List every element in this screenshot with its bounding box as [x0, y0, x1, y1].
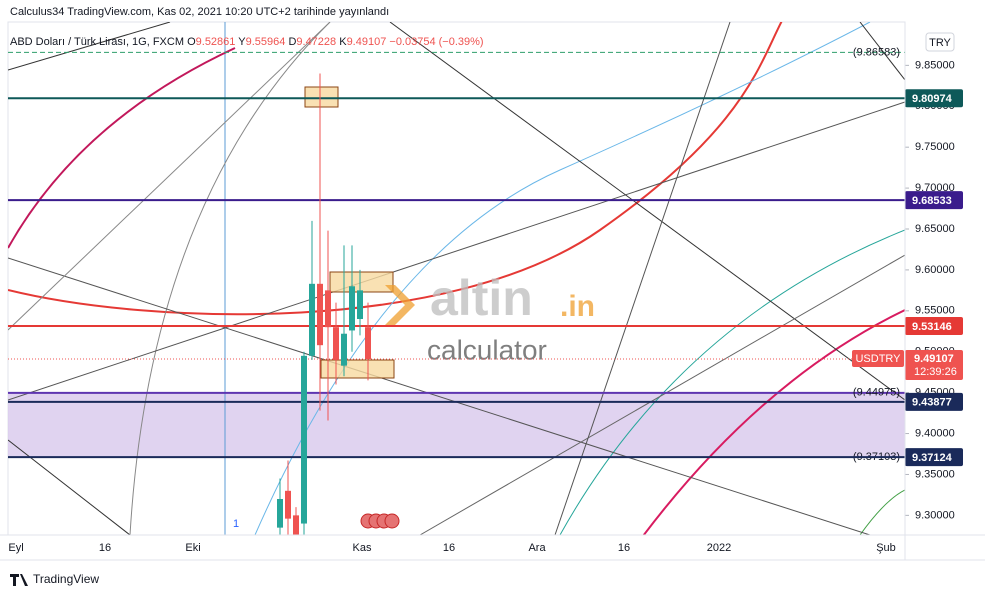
- highlight-box: [304, 86, 339, 108]
- candle-body: [293, 515, 299, 535]
- x-tick-label: Kas: [353, 542, 372, 554]
- candle-body: [333, 327, 339, 360]
- watermark-brand: altin: [430, 270, 533, 326]
- last-price-tag: [905, 350, 963, 381]
- y-tick-label: 9.30000: [915, 509, 955, 521]
- price-tag: [905, 191, 963, 210]
- last-price: 9.49107: [914, 353, 954, 365]
- trend-line: [419, 254, 905, 535]
- x-tick-label: 16: [99, 542, 111, 554]
- trend-line: [8, 439, 131, 535]
- arc: [129, 22, 331, 535]
- x-tick-label: Ara: [528, 542, 546, 554]
- x-tick-label: Eki: [185, 542, 200, 554]
- ohlc-label: O: [187, 36, 196, 48]
- price-tag: [905, 316, 963, 335]
- ohlc-value: 9.55964: [246, 36, 286, 48]
- highlight-box: [320, 359, 395, 379]
- candle-body: [365, 327, 371, 360]
- candle-body: [301, 355, 307, 524]
- trend-line: [8, 22, 171, 71]
- bar-marker: 1: [233, 518, 239, 530]
- currency-label[interactable]: TRY: [929, 37, 951, 49]
- watermark-suffix: .in: [560, 290, 595, 323]
- trend-line: [8, 22, 331, 331]
- y-tick-label: 9.55000: [915, 305, 955, 317]
- trend-line: [389, 22, 905, 401]
- ohlc-value: 9.49107: [347, 36, 387, 48]
- zone: [8, 392, 905, 458]
- y-tick-label: 9.40000: [915, 427, 955, 439]
- trend-line: [859, 22, 905, 81]
- price-tag-label: 9.37124: [912, 452, 953, 464]
- candle-body: [341, 333, 347, 366]
- logo: [10, 574, 28, 586]
- arc: [254, 22, 871, 535]
- y-tick-label: 9.35000: [915, 468, 955, 480]
- last-name: USDTRY: [855, 353, 901, 365]
- x-tick-label: 2022: [707, 542, 731, 554]
- last-name-tag: [852, 350, 904, 368]
- y-tick-label: 9.70000: [915, 182, 955, 194]
- trend-line: [554, 22, 731, 535]
- ohlc-label: K: [339, 36, 347, 48]
- price-tag: [905, 392, 963, 411]
- x-tick-label: Eyl: [8, 542, 23, 554]
- change-value: −0.03754 (−0.39%): [389, 36, 483, 48]
- x-tick-label: 16: [618, 542, 630, 554]
- x-tick-label: Şub: [876, 542, 896, 554]
- candle-body: [357, 290, 363, 319]
- y-tick-label: 9.65000: [915, 223, 955, 235]
- price-tag-label: 9.53146: [912, 321, 952, 333]
- symbol-legend: ABD Doları / Türk Lirası, 1G, FXCM O9.52…: [10, 36, 484, 48]
- trend-line: [8, 101, 905, 401]
- event-icons: [360, 513, 400, 529]
- ohlc-value: 9.52861: [196, 36, 236, 48]
- arc: [859, 489, 905, 535]
- arc: [8, 47, 236, 249]
- currency-button[interactable]: [925, 32, 955, 52]
- price-tag-label: 9.68533: [912, 195, 952, 207]
- highlight-box: [329, 271, 394, 293]
- countdown: 12:39:26: [914, 366, 957, 378]
- watermark-subtitle: calculator: [427, 334, 547, 365]
- ohlc-label: D: [288, 36, 296, 48]
- y-tick-label: 9.85000: [915, 59, 955, 71]
- ohlc-value: 9.47228: [296, 36, 336, 48]
- arc: [8, 22, 783, 316]
- y-tick-label: 9.60000: [915, 264, 955, 276]
- y-tick-label: 9.75000: [915, 141, 955, 153]
- watermark-logo: [385, 285, 415, 325]
- ohlc-label: Y: [238, 36, 246, 48]
- drawings: [8, 22, 905, 535]
- price-tag: [905, 448, 963, 467]
- x-tick-label: 16: [443, 542, 455, 554]
- price-tag-label: 9.43877: [912, 397, 952, 409]
- candle-body: [277, 499, 283, 528]
- price-level-label: (9.86583): [853, 46, 900, 58]
- trend-line: [8, 257, 871, 535]
- symbol-name: ABD Doları / Türk Lirası, 1G, FXCM: [10, 36, 184, 48]
- price-tag: [905, 89, 963, 108]
- candle-body: [285, 490, 291, 519]
- candle-body: [317, 283, 323, 346]
- arc: [559, 229, 905, 535]
- candle-body: [349, 286, 355, 331]
- price-tag-label: 9.80974: [912, 93, 953, 105]
- price-level-label: (9.44975): [853, 387, 900, 399]
- watermark: altin .in calculator: [385, 270, 595, 365]
- candle-body: [325, 290, 331, 328]
- footer-brand: TradingView: [33, 572, 99, 586]
- candle-body: [309, 283, 315, 356]
- publish-title: Calculus34 TradingView.com, Kas 02, 2021…: [10, 6, 389, 18]
